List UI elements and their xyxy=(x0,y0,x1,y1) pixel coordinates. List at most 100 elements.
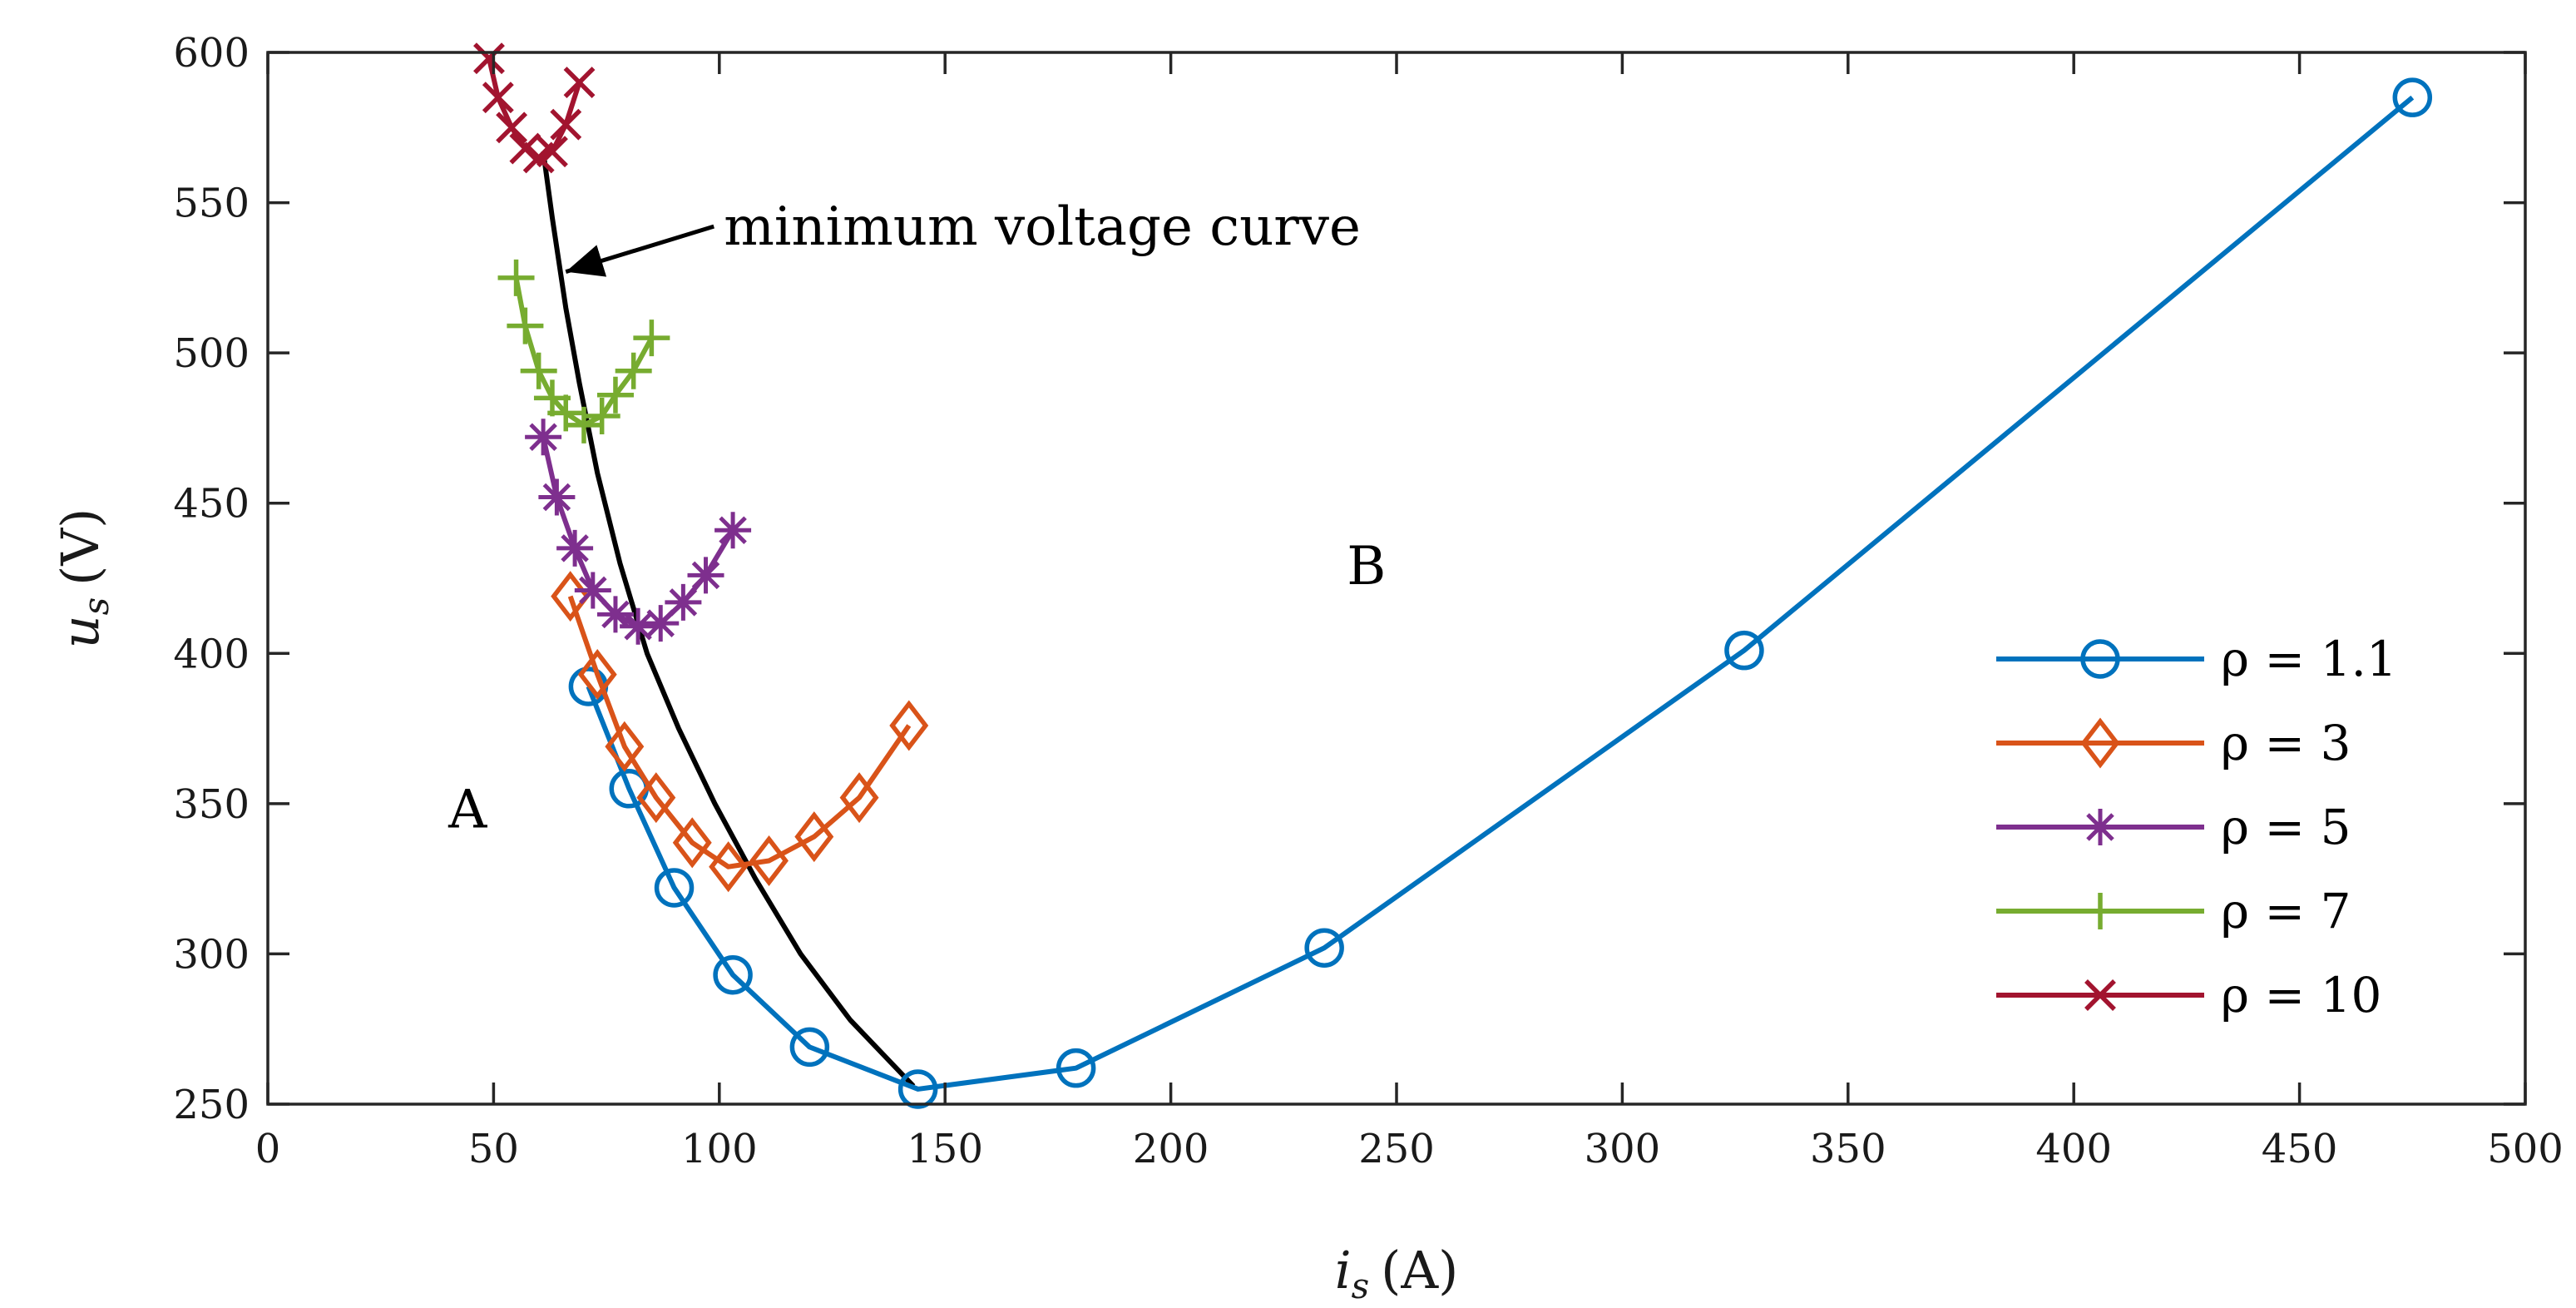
legend-entry-1: ρ = 1.1 xyxy=(1996,631,2397,687)
x-axis-label: is (A) xyxy=(1335,1240,1459,1306)
annotation-1: minimum voltage curve xyxy=(724,196,1361,258)
data-point xyxy=(473,42,505,75)
annotation-2: A xyxy=(447,780,487,841)
legend-label: ρ = 10 xyxy=(2221,967,2381,1023)
y-tick-label: 450 xyxy=(173,481,250,528)
data-point xyxy=(596,596,634,633)
data-point xyxy=(687,557,724,594)
legend-label: ρ = 7 xyxy=(2221,883,2351,939)
data-point xyxy=(574,572,611,609)
data-point xyxy=(620,607,657,645)
y-tick-label: 600 xyxy=(173,30,250,77)
legend-label: ρ = 3 xyxy=(2221,715,2351,771)
series-2 xyxy=(551,571,929,893)
minimum-voltage-curve xyxy=(541,151,916,1088)
data-point xyxy=(482,82,514,114)
data-point xyxy=(794,811,834,863)
annotations: minimum voltage curve A B xyxy=(447,196,1386,841)
x-tick-label: 50 xyxy=(468,1126,519,1172)
data-point xyxy=(1056,1048,1096,1088)
data-point xyxy=(615,352,652,389)
series-line xyxy=(586,95,2415,1092)
data-point xyxy=(525,419,562,456)
data-point xyxy=(654,868,695,908)
x-tick-label: 250 xyxy=(1358,1126,1435,1172)
data-point xyxy=(605,721,645,772)
data-point xyxy=(713,954,753,995)
axes xyxy=(266,51,2527,1106)
x-tick-label: 0 xyxy=(255,1126,281,1172)
data-point xyxy=(496,111,528,144)
y-tick-label: 500 xyxy=(173,330,250,377)
data-point xyxy=(536,136,568,168)
legend-label: ρ = 1.1 xyxy=(2221,631,2397,687)
data-point xyxy=(596,376,634,414)
minimum-voltage-curve-layer xyxy=(541,151,916,1088)
y-axis-label: us(V) xyxy=(50,508,116,649)
data-point xyxy=(509,132,541,165)
data-point xyxy=(550,108,582,141)
data-point xyxy=(520,352,557,389)
legend-entry-3: ρ = 5 xyxy=(1996,799,2351,855)
data-point xyxy=(642,605,680,642)
y-tick-label: 350 xyxy=(173,781,250,828)
annotation-3: B xyxy=(1347,536,1386,597)
data-point xyxy=(714,512,752,549)
data-point xyxy=(633,320,670,357)
x-tick-label: 100 xyxy=(681,1126,758,1172)
data-point xyxy=(749,835,789,886)
y-tick-label: 250 xyxy=(173,1082,250,1128)
y-tick-label: 550 xyxy=(173,181,250,227)
data-point xyxy=(636,772,676,824)
data-point xyxy=(789,1027,830,1068)
series-layer xyxy=(473,42,2433,1109)
annotation-arrow xyxy=(565,224,714,277)
data-point xyxy=(897,1069,938,1109)
data-point xyxy=(507,307,544,344)
data-point xyxy=(665,583,702,621)
data-point xyxy=(563,67,596,99)
data-point xyxy=(709,841,749,893)
legend-marker xyxy=(2080,639,2120,679)
data-point xyxy=(538,478,576,516)
legend-label: ρ = 5 xyxy=(2221,799,2351,855)
series-4 xyxy=(497,259,670,443)
y-tick-label: 300 xyxy=(173,931,250,978)
series-1 xyxy=(568,77,2433,1109)
legend-marker xyxy=(2084,979,2116,1011)
data-point xyxy=(583,397,621,434)
data-point xyxy=(497,259,535,296)
legend-marker xyxy=(2082,809,2119,845)
series-line xyxy=(513,277,655,428)
data-point xyxy=(556,529,594,567)
series-3 xyxy=(525,419,752,645)
data-point xyxy=(1304,928,1344,968)
x-tick-label: 200 xyxy=(1133,1126,1209,1172)
data-point xyxy=(839,772,879,824)
legend-marker xyxy=(2080,717,2120,769)
axes-box xyxy=(266,51,2527,1106)
series-line xyxy=(567,595,912,870)
tick-labels: 0 50 100 150 200 250 300 350 400 450 500 250 300 350 4… xyxy=(173,30,2563,1172)
data-point xyxy=(1724,630,1764,671)
legend-entry-4: ρ = 7 xyxy=(1996,883,2351,939)
data-point xyxy=(889,700,929,751)
data-point xyxy=(565,406,602,443)
x-tick-label: 150 xyxy=(907,1126,983,1172)
y-tick-label: 400 xyxy=(173,631,250,677)
x-tick-label: 400 xyxy=(2035,1126,2112,1172)
x-tick-label: 350 xyxy=(1810,1126,1886,1172)
x-tick-label: 300 xyxy=(1585,1126,1661,1172)
legend-entry-2: ρ = 3 xyxy=(1996,715,2351,771)
legend-entry-5: ρ = 10 xyxy=(1996,967,2381,1023)
axis-labels: is (A) us(V) xyxy=(50,508,1458,1306)
x-tick-label: 450 xyxy=(2262,1126,2338,1172)
legend: ρ = 1.1 ρ = 3 ρ = 5 ρ = 7 ρ = 10 xyxy=(1996,631,2397,1023)
data-point xyxy=(2392,77,2433,117)
x-tick-label: 500 xyxy=(2487,1126,2564,1172)
data-point xyxy=(672,817,712,869)
series-5 xyxy=(473,42,596,174)
legend-marker xyxy=(2082,893,2119,929)
data-point xyxy=(577,649,617,701)
